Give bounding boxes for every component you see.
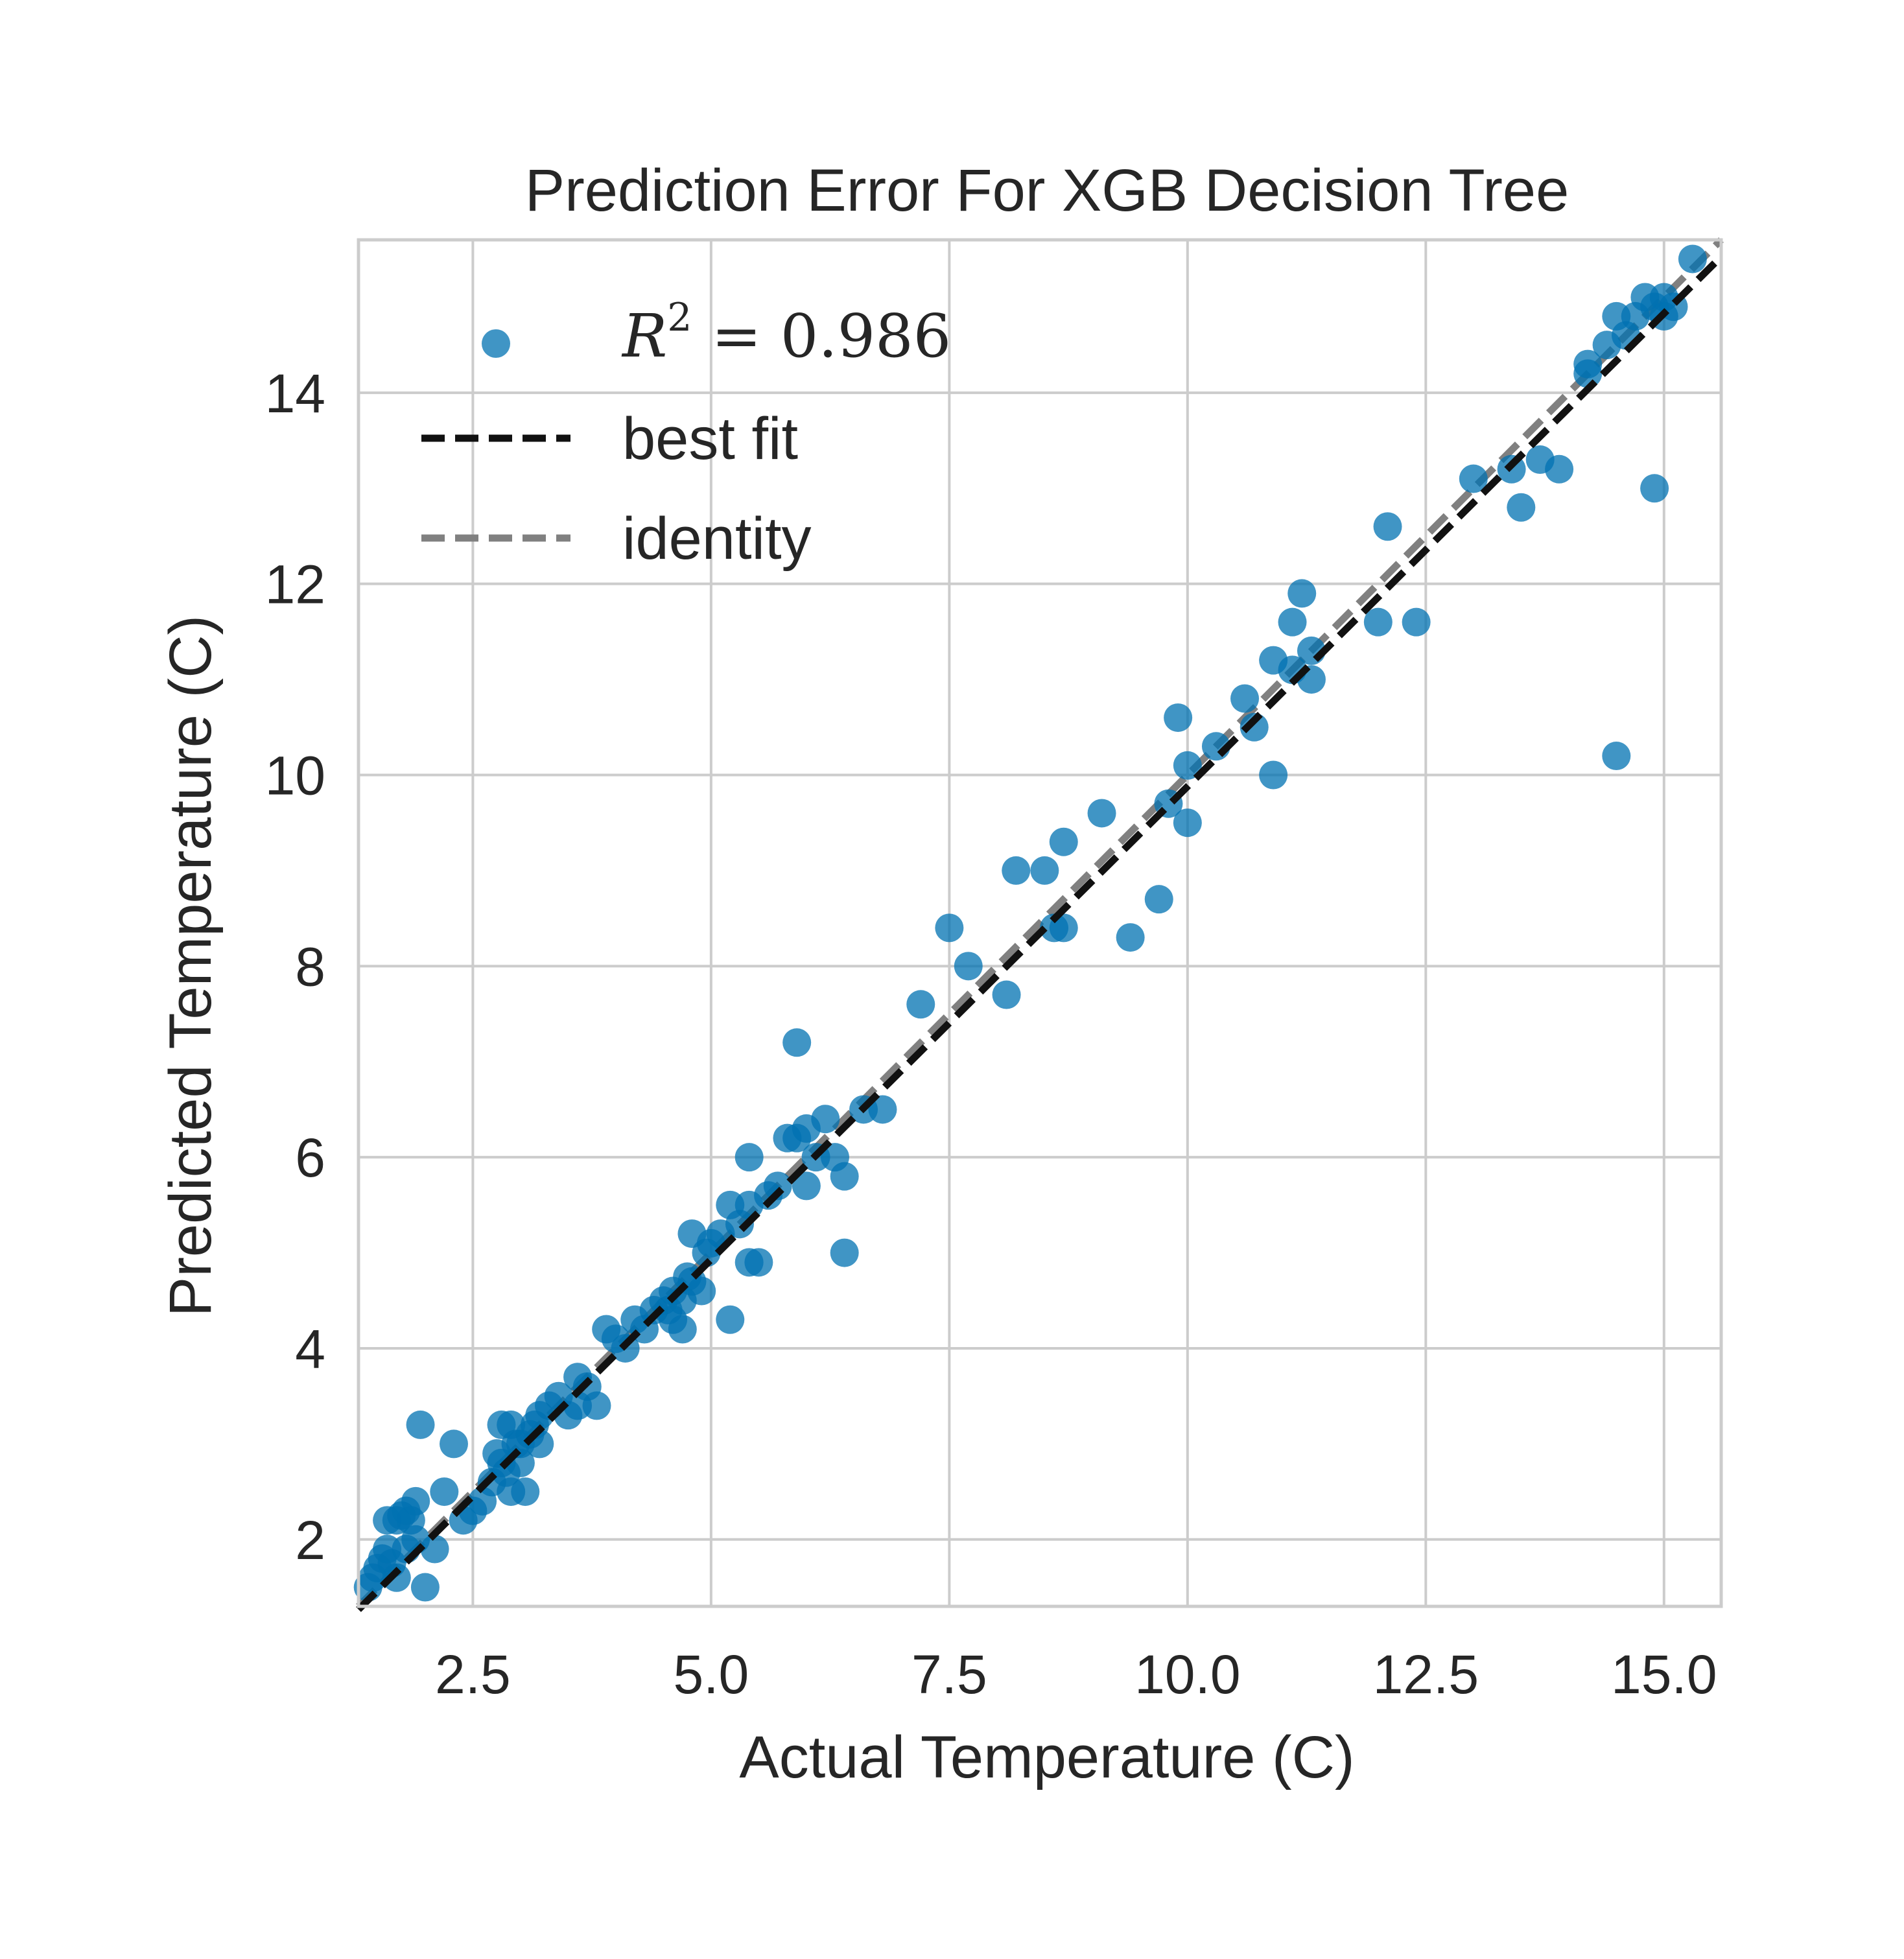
data-point [1640, 474, 1669, 503]
data-point [1002, 856, 1031, 885]
data-point [1459, 464, 1488, 493]
data-point [582, 1391, 611, 1420]
data-point [954, 952, 983, 981]
data-points [353, 244, 1707, 1602]
y-tick-label: 2 [295, 1510, 325, 1571]
x-tick-labels: 2.5 5.0 7.5 10.0 12.5 15.0 [435, 1644, 1717, 1705]
data-point [1278, 607, 1307, 637]
legend-r2-value: = 0.986 [711, 301, 951, 371]
legend-label-best-fit: best fit [622, 406, 798, 472]
data-point [430, 1477, 459, 1507]
data-point [735, 1143, 764, 1172]
data-point [1164, 703, 1193, 733]
data-point [511, 1477, 540, 1507]
x-tick-label: 15.0 [1611, 1644, 1717, 1705]
best-fit-line-path [356, 254, 1724, 1612]
data-point [868, 1095, 897, 1124]
x-tick-label: 5.0 [673, 1644, 749, 1705]
y-tick-label: 8 [295, 936, 325, 997]
y-axis-label: Predicted Temperature (C) [158, 615, 224, 1317]
data-point [992, 980, 1021, 1009]
data-point [1507, 493, 1536, 522]
data-point [792, 1171, 821, 1201]
data-point [1402, 607, 1431, 637]
plot-frame [357, 238, 1723, 1608]
data-point [439, 1429, 468, 1459]
data-point [358, 1563, 388, 1592]
data-point [410, 1573, 440, 1602]
data-point [1678, 244, 1707, 274]
x-tick-label: 2.5 [435, 1644, 511, 1705]
data-point [1287, 579, 1317, 608]
legend-marker-points [482, 329, 510, 358]
data-point [782, 1028, 812, 1057]
data-point [1240, 712, 1269, 742]
data-point [1230, 684, 1260, 713]
data-point [830, 1162, 859, 1191]
data-point [830, 1238, 859, 1267]
x-tick-label: 10.0 [1134, 1644, 1241, 1705]
data-point [501, 1429, 530, 1459]
x-tick-label: 7.5 [911, 1644, 987, 1705]
data-point [906, 990, 935, 1019]
data-point [1573, 359, 1603, 388]
data-point [935, 913, 964, 943]
y-tick-labels: 2 4 6 8 10 12 14 [265, 363, 325, 1571]
y-tick-label: 10 [265, 745, 325, 806]
data-point [1116, 923, 1145, 952]
legend: R2 = 0.986 best fit identity [421, 295, 951, 572]
y-tick-label: 12 [265, 554, 325, 615]
data-point [811, 1105, 840, 1134]
data-point [1363, 607, 1393, 637]
x-tick-label: 12.5 [1373, 1644, 1479, 1705]
data-point [716, 1305, 745, 1334]
data-point [1173, 751, 1202, 780]
data-point [406, 1410, 435, 1439]
legend-label-identity: identity [622, 506, 812, 572]
y-tick-label: 4 [295, 1319, 325, 1379]
y-tick-label: 14 [265, 363, 325, 424]
data-point [1259, 760, 1288, 790]
data-point [744, 1248, 773, 1277]
data-point [763, 1171, 792, 1201]
data-point [1545, 454, 1574, 484]
legend-r2-power: 2 [667, 295, 692, 340]
data-point [1602, 742, 1631, 771]
data-point [1144, 885, 1173, 914]
x-axis-label: Actual Temperature (C) [739, 1724, 1354, 1790]
data-point [1049, 827, 1078, 856]
data-point [396, 1506, 425, 1535]
data-point [653, 1296, 683, 1325]
chart-title: Prediction Error For XGB Decision Tree [525, 158, 1569, 224]
legend-r2-symbol: R [621, 301, 667, 371]
legend-label-r2: R2 = 0.986 [621, 295, 951, 371]
data-point [420, 1534, 449, 1564]
data-point [1173, 808, 1202, 838]
best-fit-line [356, 254, 1724, 1612]
y-tick-label: 6 [295, 1127, 325, 1188]
data-point [1087, 799, 1116, 828]
data-point [673, 1262, 702, 1291]
data-point [1030, 856, 1059, 885]
data-point [1373, 512, 1402, 541]
